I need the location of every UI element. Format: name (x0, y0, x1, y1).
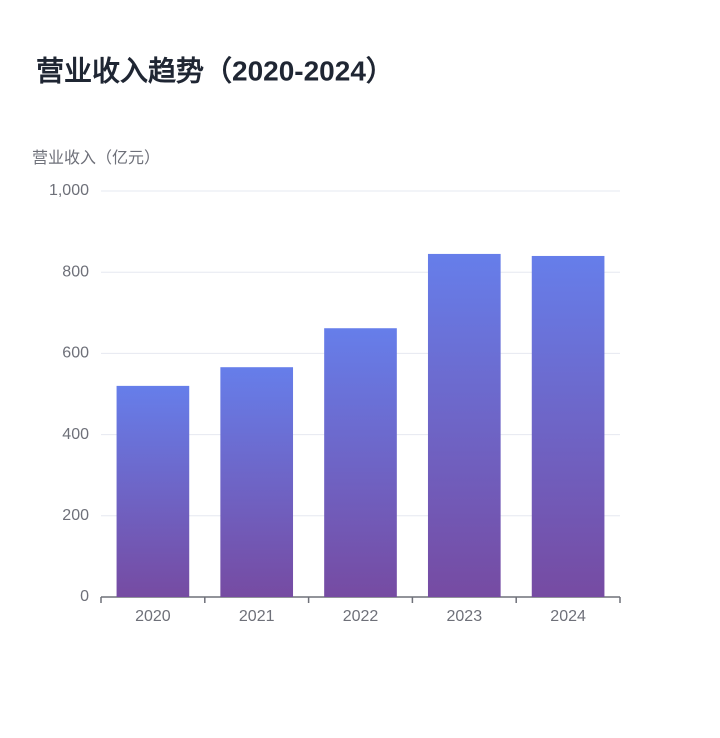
y-tick-label: 200 (62, 507, 89, 524)
x-tick-label: 2021 (239, 608, 275, 625)
bar (220, 367, 294, 597)
bar (116, 385, 190, 597)
bar (531, 255, 605, 597)
y-tick-label: 400 (62, 426, 89, 443)
chart-title: 营业收入趋势（2020-2024） (36, 54, 394, 86)
x-tick-label: 2024 (550, 608, 586, 625)
y-tick-label: 0 (80, 588, 89, 605)
x-tick-label: 2022 (343, 608, 379, 625)
y-tick-label: 800 (62, 263, 89, 280)
y-axis-title: 营业收入（亿元） (32, 149, 160, 167)
x-tick-label: 2020 (135, 608, 171, 625)
x-tick-label: 2023 (447, 608, 483, 625)
bar (324, 328, 397, 597)
y-tick-label: 1,000 (49, 182, 89, 199)
y-tick-label: 600 (62, 345, 89, 362)
bar (427, 253, 501, 597)
